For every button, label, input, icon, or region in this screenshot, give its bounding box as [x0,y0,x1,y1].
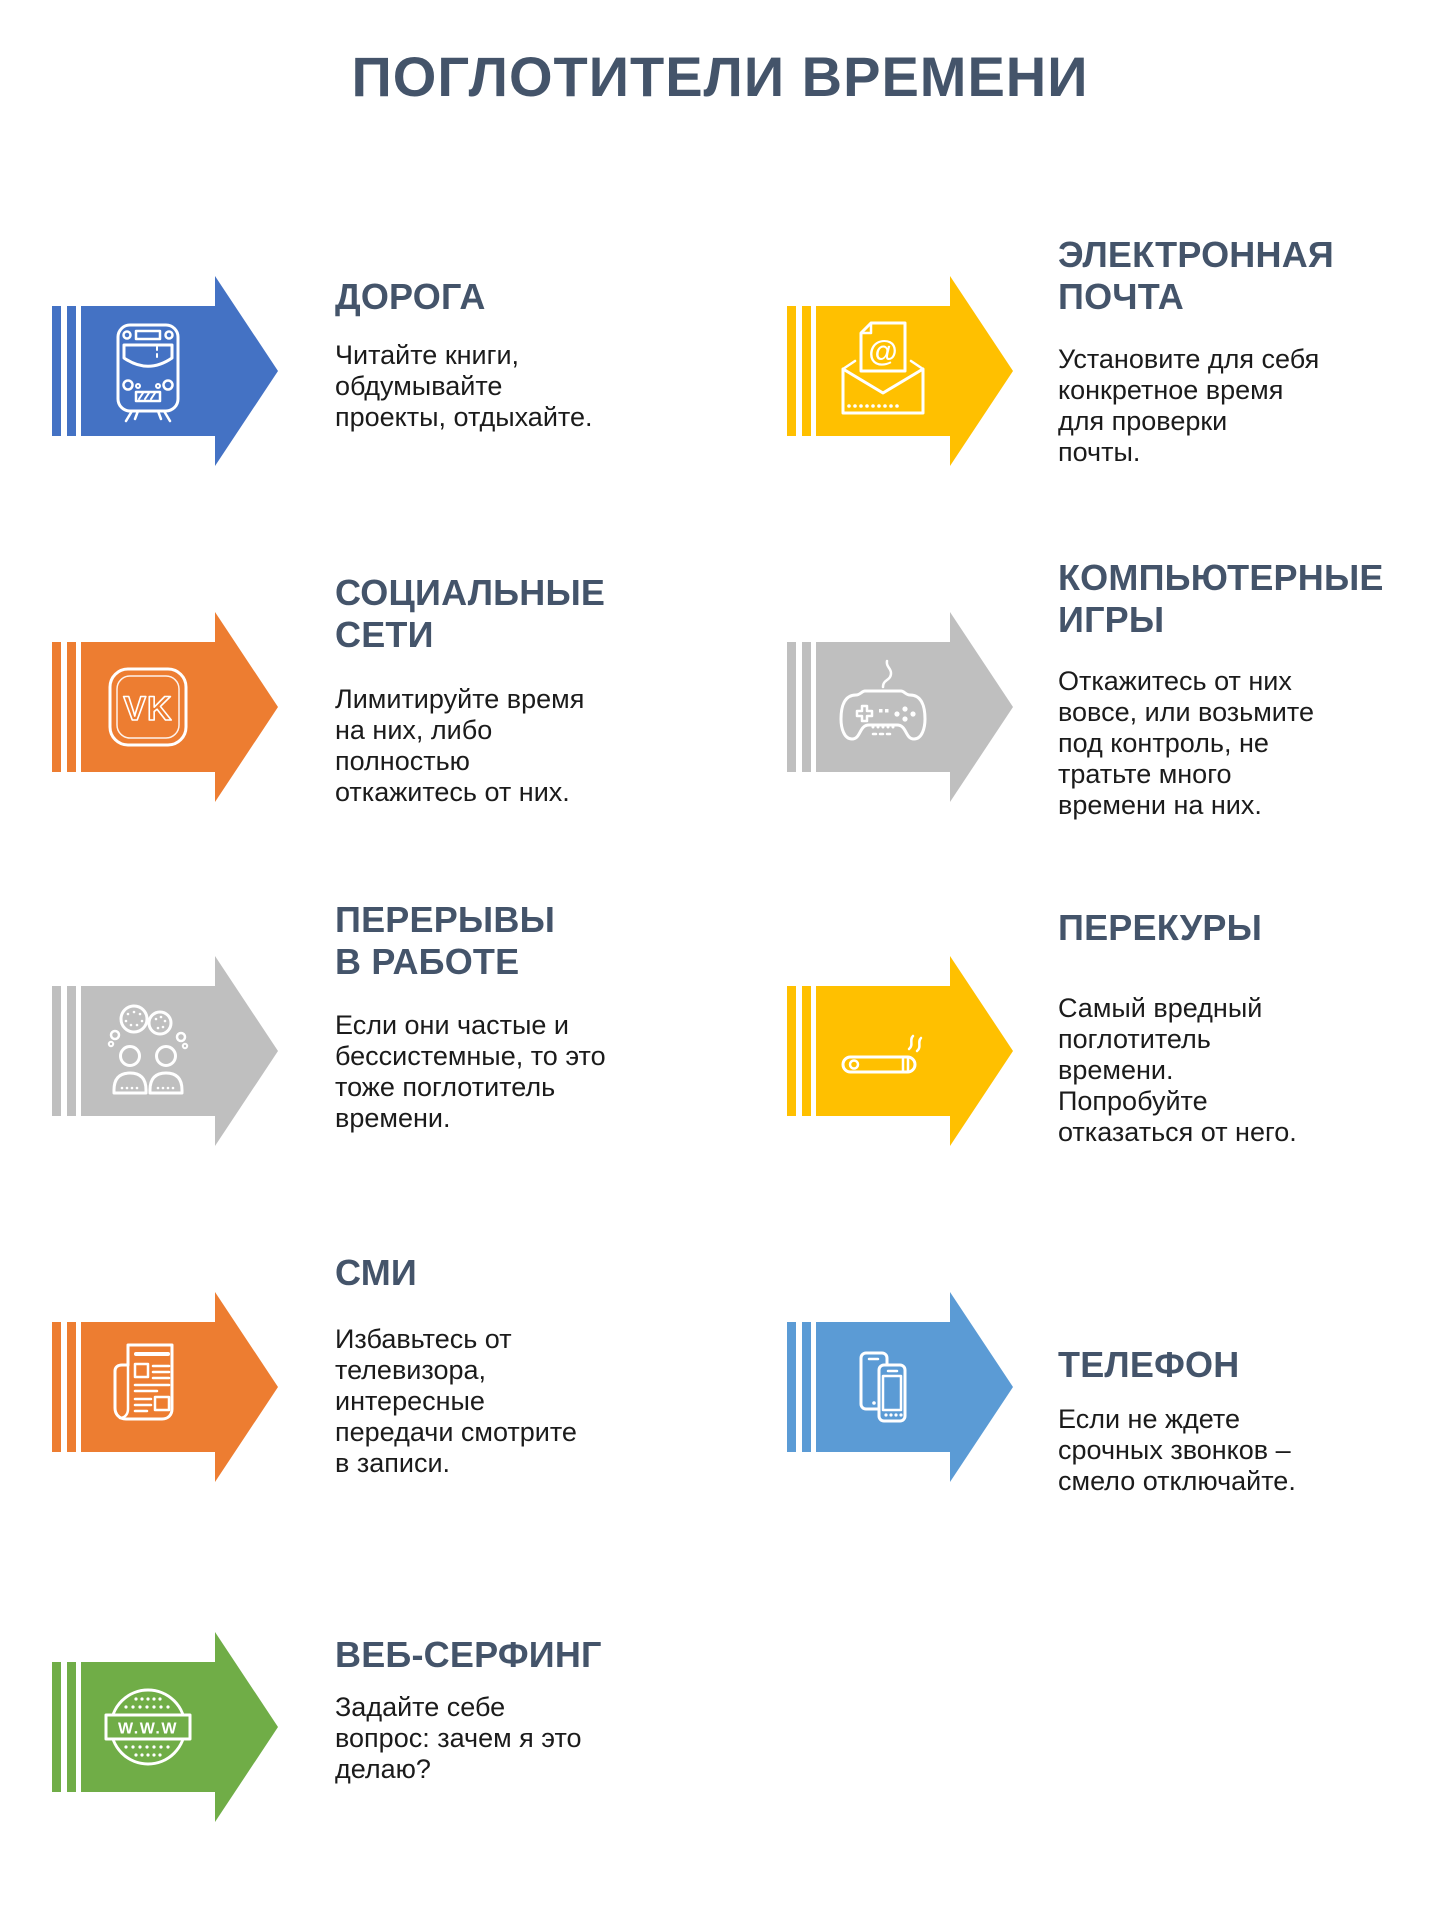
body-media: Избавьтесь от телевизора, интересные пер… [335,1324,577,1478]
arrow-games [787,612,1013,802]
train-icon [116,323,180,423]
page-title: ПОГЛОТИТЕЛИ ВРЕМЕНИ [351,45,1089,108]
arrow-social: VK [52,612,278,802]
body-email: Установите для себя конкретное время для… [1058,344,1320,467]
globe-icon: W.W.W [104,1688,192,1766]
arrow-breaks [52,956,278,1146]
body-games: Откажитесь от них вовсе, или возьмите по… [1058,666,1314,820]
vk-icon: VK [108,667,188,747]
heading-road: ДОРОГА [335,276,486,317]
arrow-websurf: W.W.W [52,1632,278,1822]
heading-websurf: ВЕБ-СЕРФИНГ [335,1634,602,1675]
heading-email: ЭЛЕКТРОННАЯ ПОЧТА [1058,234,1334,317]
body-breaks: Если они частые и бессистемные, то это т… [335,1010,606,1133]
heading-games: КОМПЬЮТЕРНЫЕ ИГРЫ [1058,557,1384,640]
heading-smoke: ПЕРЕКУРЫ [1058,907,1263,948]
svg-text:VK: VK [123,690,172,728]
body-smoke: Самый вредный поглотитель времени. Попро… [1058,993,1297,1147]
svg-text:W.W.W: W.W.W [118,1721,178,1738]
arrow-smoke [787,956,1013,1146]
body-social: Лимитируйте время на них, либо полностью… [335,684,585,807]
body-road: Читайте книги, обдумывайте проекты, отды… [335,340,593,432]
heading-social: СОЦИАЛЬНЫЕ СЕТИ [335,572,606,655]
heading-phone: ТЕЛЕФОН [1058,1344,1240,1385]
arrow-road [52,276,278,466]
svg-text:@: @ [868,335,897,368]
email-icon: @ [841,321,925,415]
heading-media: СМИ [335,1252,417,1293]
body-websurf: Задайте себе вопрос: зачем я это делаю? [335,1692,582,1784]
newspaper-icon [113,1343,174,1421]
gamepad-icon [839,659,927,741]
arrow-media [52,1292,278,1482]
arrow-phone [787,1292,1013,1482]
phone-icon [859,1351,907,1423]
cigarette-icon [841,1034,923,1074]
arrow-email: @ [787,276,1013,466]
body-phone: Если не ждете срочных звонков – смело от… [1058,1404,1296,1496]
heading-breaks: ПЕРЕРЫВЫ В РАБОТЕ [335,899,556,982]
people-icon [107,1004,189,1095]
